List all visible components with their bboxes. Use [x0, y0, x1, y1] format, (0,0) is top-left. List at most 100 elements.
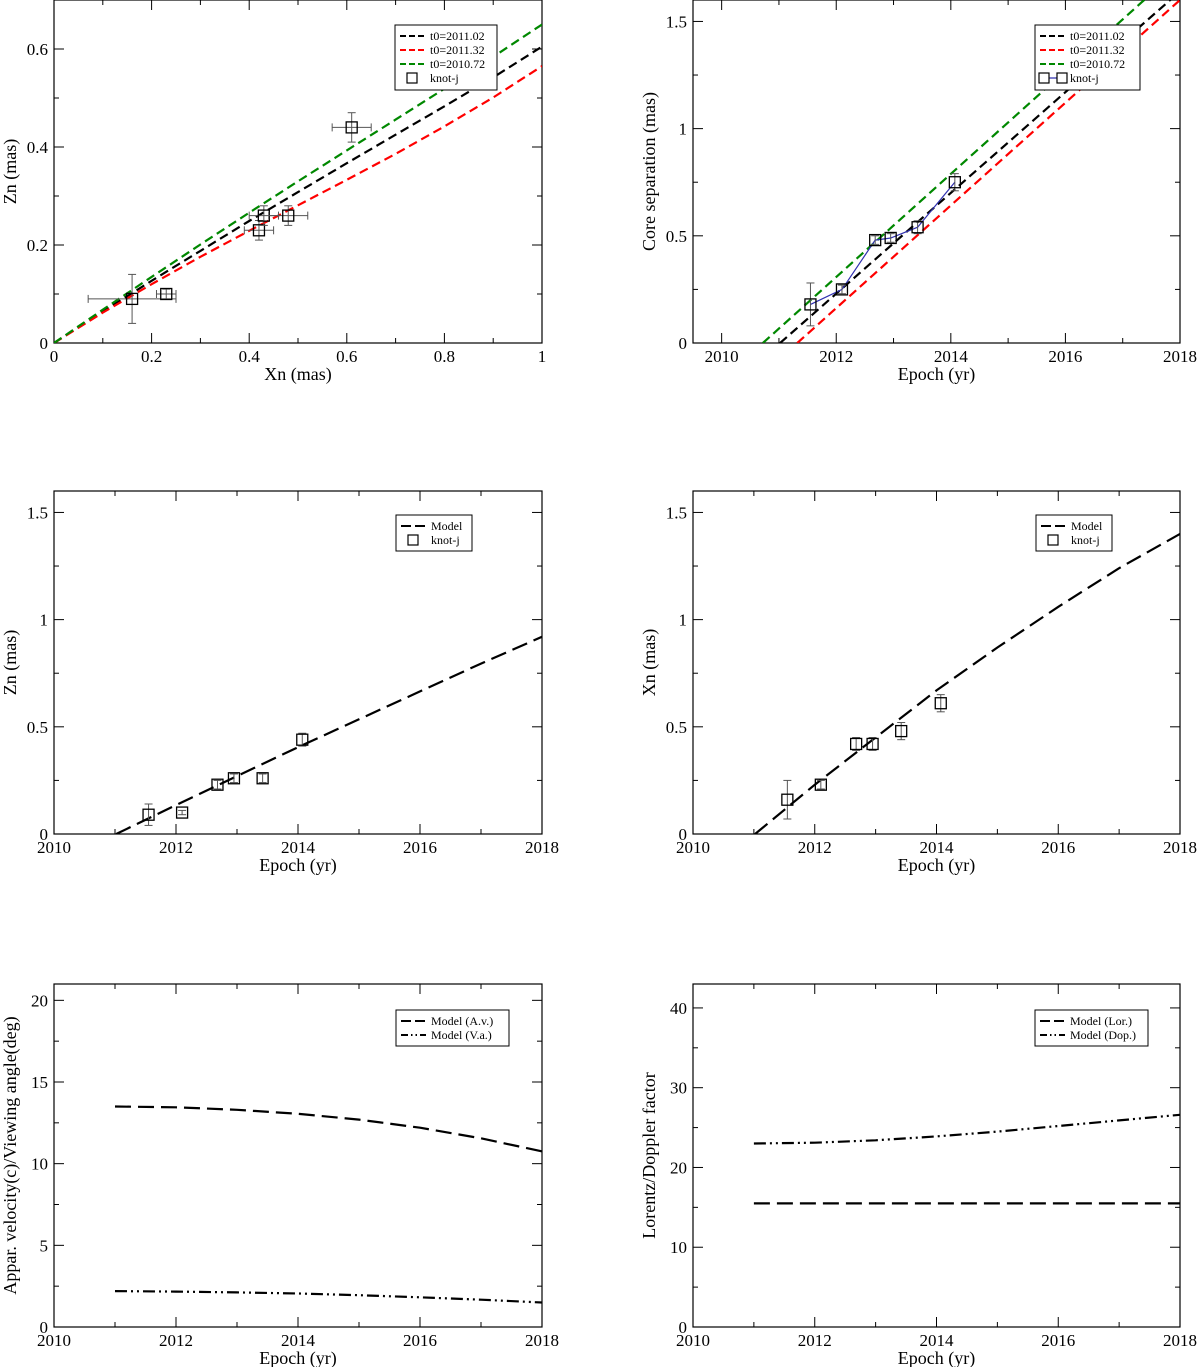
x-tick-label: 2016: [1041, 838, 1075, 857]
x-tick-label: 2018: [1163, 1331, 1197, 1350]
y-tick-label: 0.5: [666, 718, 687, 737]
data-point: [345, 121, 358, 134]
x-axis-label: Epoch (yr): [259, 1348, 336, 1367]
y-tick-label: 0: [679, 334, 688, 353]
y-tick-label: 1.5: [666, 12, 687, 31]
legend-swatch: [406, 72, 418, 84]
legend-box: [1035, 514, 1113, 552]
legend-box: [1034, 1009, 1149, 1047]
x-tick-label: 2014: [281, 1331, 316, 1350]
y-tick-label: 1.5: [27, 503, 48, 522]
y-tick-label: 0: [679, 1318, 688, 1337]
x-axis-label: Xn (mas): [264, 364, 331, 385]
x-tick-label: 0.8: [434, 347, 455, 366]
x-tick-label: 2010: [37, 838, 71, 857]
y-tick-label: 10: [670, 1238, 687, 1257]
data-point: [934, 697, 947, 710]
series-line-0: [754, 532, 1180, 834]
data-point: [948, 176, 961, 189]
y-tick-label: 0.5: [666, 227, 687, 246]
series-line-1: [54, 65, 542, 343]
legend-label: t0=2011.02: [1070, 29, 1125, 43]
y-tick-label: 1.5: [666, 503, 687, 522]
x-tick-label: 2014: [920, 1331, 955, 1350]
legend-label: Model (A.v.): [431, 1014, 493, 1028]
data-point: [142, 808, 155, 821]
data-point: [911, 221, 924, 234]
x-axis-label: Epoch (yr): [898, 1348, 975, 1367]
x-tick-label: 2012: [819, 347, 853, 366]
y-tick-label: 0: [40, 825, 49, 844]
data-point: [814, 778, 827, 791]
data-point: [869, 233, 882, 247]
x-tick-label: 2010: [37, 1331, 71, 1350]
legend-swatch: [1038, 72, 1050, 84]
x-tick-label: 2018: [525, 1331, 559, 1350]
legend-label: Model (V.a.): [431, 1028, 492, 1042]
x-tick-label: 2016: [1048, 347, 1082, 366]
panel-panel-xn-vs-epoch: 2010 2012 2014 2016 2018 0 0.5 1 1.5 Epoch (yr) Xn…: [639, 490, 1197, 876]
x-tick-label: 2010: [676, 1331, 710, 1350]
x-tick-label: 0: [50, 347, 59, 366]
x-tick-label: 2018: [1163, 838, 1197, 857]
series-line-0: [54, 45, 542, 343]
plot-data: [115, 635, 542, 834]
x-tick-label: 2018: [1163, 347, 1197, 366]
data-point: [895, 724, 908, 738]
y-tick-label: 0.6: [27, 40, 48, 59]
x-tick-label: 2010: [676, 838, 710, 857]
y-tick-label: 40: [670, 999, 687, 1018]
y-axis-label: Appar. velocity(c)/Viewing angle(deg): [0, 1016, 21, 1294]
y-tick-label: 0: [679, 825, 688, 844]
legend-swatch: [407, 534, 419, 546]
x-tick-label: 2016: [403, 838, 437, 857]
data-point: [884, 231, 897, 245]
y-axis-label: Zn (mas): [0, 139, 21, 204]
legend-label: t0=2011.02: [430, 29, 485, 43]
y-tick-label: 20: [31, 991, 48, 1010]
plot-data: [753, 1113, 1180, 1205]
series-line-0: [114, 1105, 542, 1153]
x-tick-label: 2012: [798, 838, 832, 857]
legend-label: t0=2010.72: [430, 57, 485, 71]
legend: Model (A.v.)Model (V.a.): [395, 1009, 510, 1047]
series-line-0: [115, 635, 542, 834]
x-axis-label: Epoch (yr): [898, 364, 975, 385]
y-tick-label: 1: [679, 611, 688, 630]
x-tick-label: 2010: [705, 347, 739, 366]
y-tick-label: 0.5: [27, 718, 48, 737]
x-tick-label: 2014: [920, 838, 955, 857]
data-point: [835, 283, 849, 296]
x-tick-label: 0.4: [239, 347, 261, 366]
data-point: [282, 209, 295, 222]
legend-label: knot-j: [1070, 71, 1099, 85]
panel-panel-lorentz-doppler: 2010 2012 2014 2016 2018 0 10 20 30 40 Epoch (yr) L…: [639, 983, 1197, 1367]
panel-panel-velocity-angle: 2010 2012 2014 2016 2018 0 5 10 15 20 Epoch (yr) Ap…: [0, 983, 559, 1367]
x-tick-label: 2014: [934, 347, 969, 366]
data-point: [175, 806, 189, 819]
data-point: [160, 287, 173, 301]
series-line-1: [114, 1290, 542, 1304]
data-point: [256, 772, 269, 785]
y-axis-label: Core separation (mas): [639, 92, 660, 251]
y-axis-label: Zn (mas): [0, 630, 21, 695]
plot-data: [754, 532, 1180, 834]
series-line-1: [753, 1113, 1180, 1145]
y-tick-label: 1: [679, 120, 688, 139]
y-tick-label: 0.2: [27, 236, 48, 255]
x-tick-label: 2012: [798, 1331, 832, 1350]
y-tick-label: 1: [40, 611, 49, 630]
data-point: [781, 793, 794, 806]
x-tick-label: 2018: [525, 838, 559, 857]
legend-label: knot-j: [431, 533, 460, 547]
y-tick-label: 0: [40, 1318, 49, 1337]
y-tick-label: 20: [670, 1158, 687, 1177]
plot-frame: [692, 0, 1181, 344]
y-tick-label: 10: [31, 1155, 48, 1174]
x-tick-label: 0.6: [336, 347, 357, 366]
legend-box: [395, 1009, 510, 1047]
y-tick-label: 0: [40, 334, 49, 353]
